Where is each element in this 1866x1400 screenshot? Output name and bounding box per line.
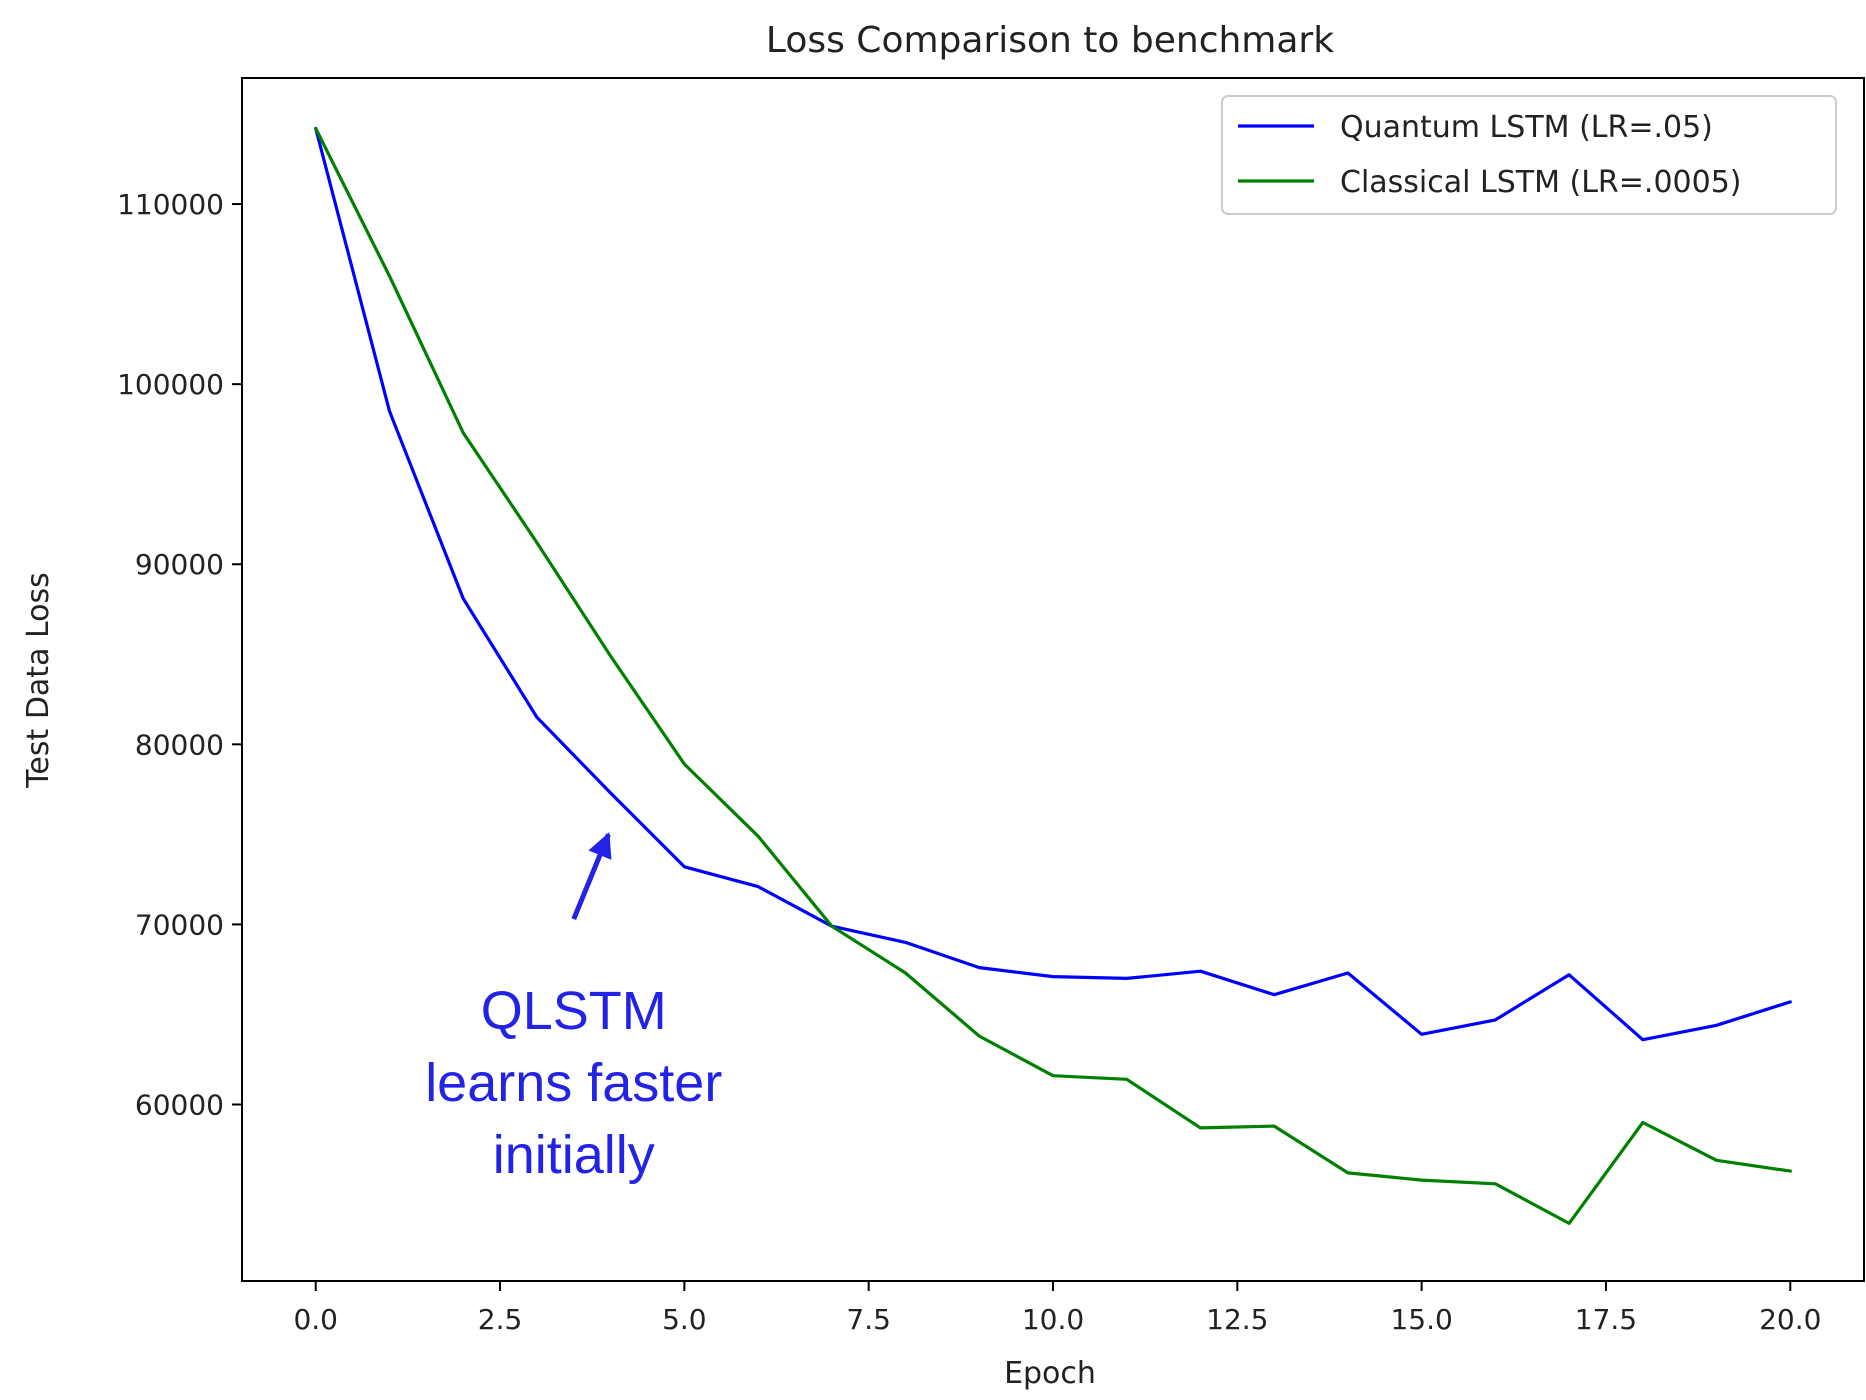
x-tick-label: 20.0	[1759, 1303, 1821, 1336]
x-tick-label: 0.0	[293, 1303, 338, 1336]
x-tick-label: 10.0	[1022, 1303, 1084, 1336]
y-tick-label: 110000	[117, 188, 224, 221]
y-tick-label: 80000	[135, 728, 224, 761]
annotation-text-line: QLSTM	[481, 981, 667, 1041]
x-tick-label: 2.5	[478, 1303, 523, 1336]
x-axis-ticks: 0.0 2.5 5.0 7.5 10.0 12.5 15.0 17.5 20.0	[293, 1281, 1821, 1336]
y-tick-label: 60000	[135, 1089, 224, 1122]
legend-label: Quantum LSTM (LR=.05)	[1340, 110, 1713, 145]
x-tick-label: 15.0	[1390, 1303, 1452, 1336]
legend-label: Classical LSTM (LR=.0005)	[1340, 165, 1742, 200]
plot-area	[314, 126, 1792, 1226]
x-tick-label: 7.5	[846, 1303, 891, 1336]
series-line-quantum-lstm	[314, 126, 1792, 1042]
y-tick-label: 70000	[135, 908, 224, 941]
series-line-classical-lstm	[314, 126, 1792, 1226]
annotation-arrow	[571, 832, 612, 920]
legend: Quantum LSTM (LR=.05) Classical LSTM (LR=…	[1221, 95, 1837, 215]
chart-title: Loss Comparison to benchmark	[766, 20, 1334, 61]
annotations: QLSTM learns faster initially	[425, 832, 722, 1185]
legend-box	[1221, 95, 1837, 215]
x-tick-label: 5.0	[662, 1303, 707, 1336]
y-tick-label: 90000	[135, 548, 224, 581]
annotation-text-line: learns faster	[425, 1053, 722, 1113]
x-tick-label: 12.5	[1206, 1303, 1268, 1336]
y-axis-ticks: 60000 70000 80000 90000 100000 110000	[117, 188, 242, 1122]
y-tick-label: 100000	[117, 368, 224, 401]
x-axis-label: Epoch	[1004, 1356, 1096, 1391]
annotation-text-line: initially	[493, 1125, 655, 1185]
x-tick-label: 17.5	[1575, 1303, 1637, 1336]
y-axis-label: Test Data Loss	[21, 572, 56, 789]
